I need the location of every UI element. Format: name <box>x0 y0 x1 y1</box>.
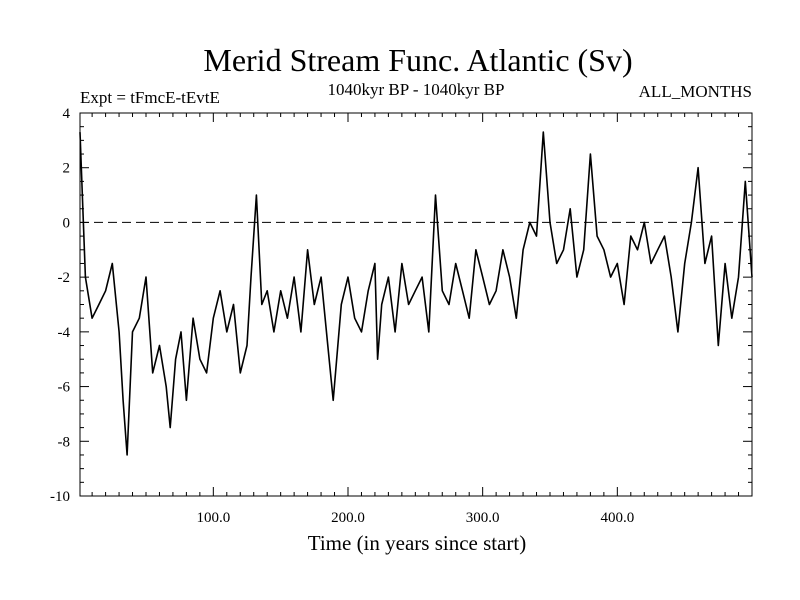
plot-frame <box>79 112 753 497</box>
y-tick-label: -2 <box>58 270 71 286</box>
y-tick-label: -6 <box>58 380 71 396</box>
x-axis-label: Time (in years since start) <box>308 531 527 555</box>
chart-subtitle-left: Expt = tFmcE-tEvtE <box>80 88 220 107</box>
x-tick-label: 100.0 <box>196 510 230 526</box>
y-tick-label: 0 <box>63 215 71 231</box>
y-tick-label: -8 <box>58 434 71 450</box>
y-tick-label: -10 <box>50 489 70 505</box>
plot-area: 100.0 200.0 300.0 400.0 -10 -8 -6 -4 -2 0 2 4 <box>50 106 753 526</box>
y-tick-label: -4 <box>58 325 71 341</box>
y-tick-label: 4 <box>63 106 71 122</box>
x-tick-label: 400.0 <box>600 510 634 526</box>
x-tick-label: 300.0 <box>466 510 500 526</box>
series-line <box>79 131 753 456</box>
y-tick-label: 2 <box>63 161 71 177</box>
chart-title: Merid Stream Func. Atlantic (Sv) <box>203 42 632 78</box>
chart-subtitle-right: ALL_MONTHS <box>639 82 752 101</box>
chart-subtitle-center: 1040kyr BP - 1040kyr BP <box>328 80 505 99</box>
x-tick-label: 200.0 <box>331 510 365 526</box>
